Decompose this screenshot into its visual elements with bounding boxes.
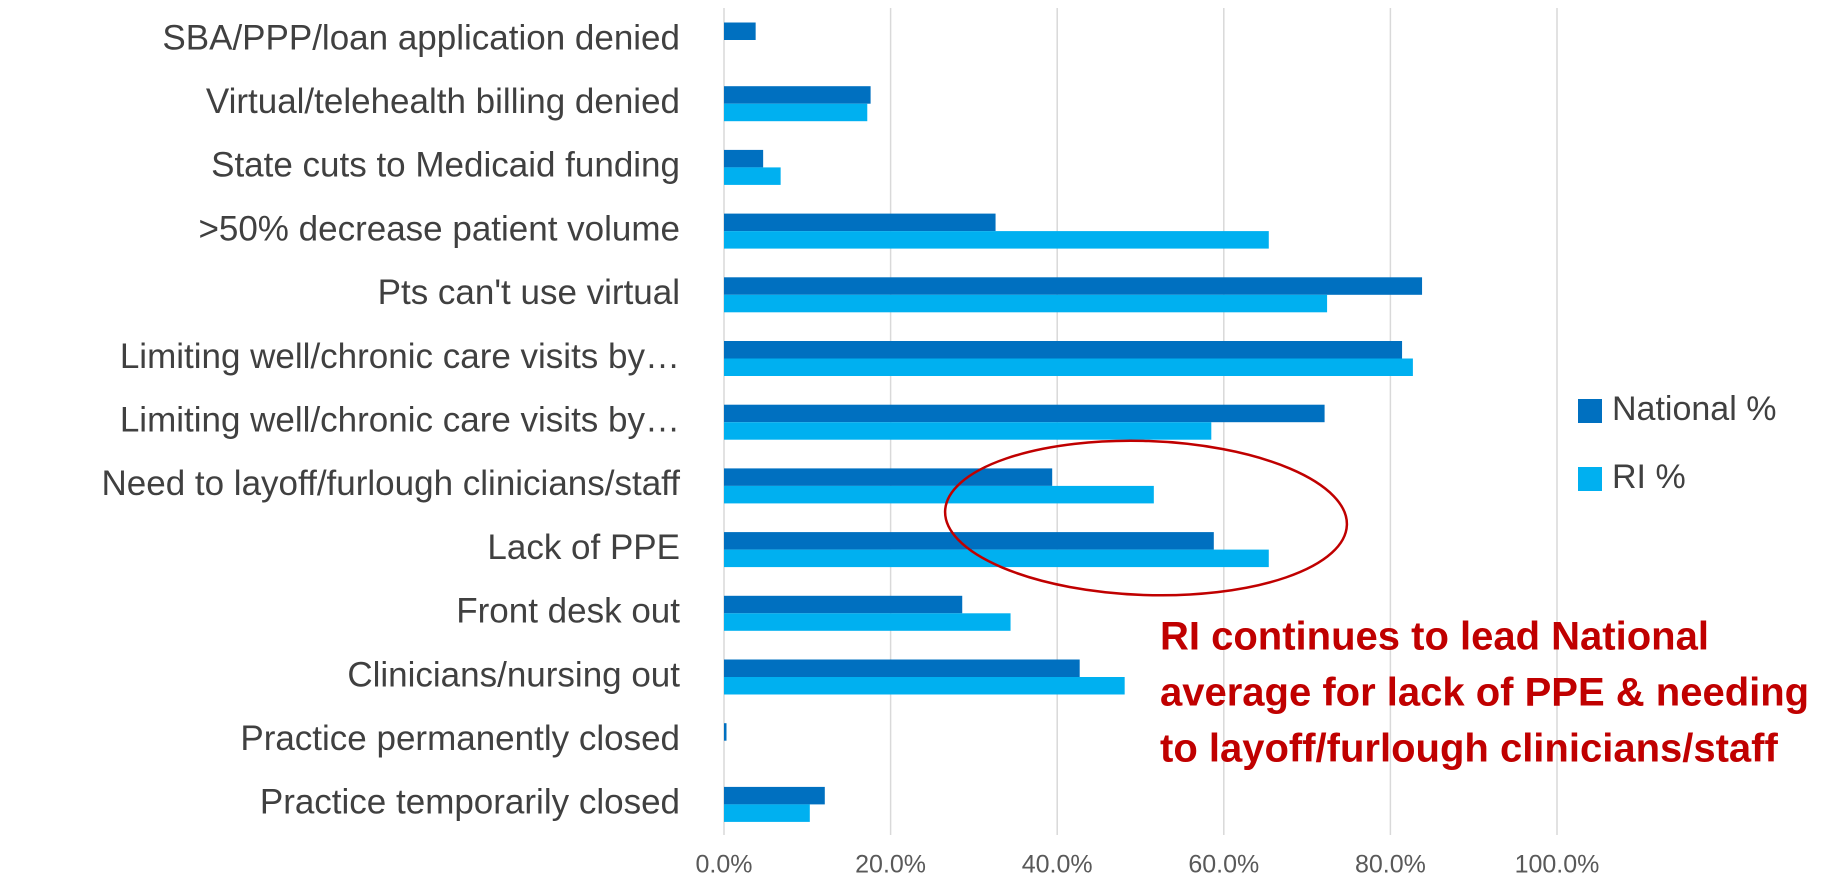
x-tick-label: 60.0% (1188, 851, 1259, 879)
annotation: RI continues to lead National (1160, 615, 1709, 659)
bar (724, 786, 825, 805)
bar (724, 277, 1423, 295)
y-tick-label: Front desk out (456, 592, 680, 631)
x-tick-label: 80.0% (1355, 851, 1426, 879)
bar (724, 549, 1269, 568)
y-tick-label: Virtual/telehealth billing denied (206, 82, 680, 121)
x-tick-label: 20.0% (855, 851, 926, 879)
bar (724, 86, 871, 104)
plot: 0.0% 20.0% 40.0% 60.0% 80.0% 100.0% SBA/PPP/lo… (102, 8, 1809, 879)
x-tick-label: 100.0% (1515, 851, 1600, 879)
bar (724, 485, 1154, 504)
annotation: to layoff/furlough clinicians/staff (1160, 727, 1778, 771)
y-tick-label: Practice temporarily closed (260, 783, 680, 822)
y-tick-label: Clinicians/nursing out (347, 655, 680, 694)
bar (724, 358, 1413, 376)
y-tick-label: Pts can't use virtual (378, 273, 680, 312)
bar (724, 294, 1328, 313)
bar (724, 532, 1214, 550)
y-tick-label: SBA/PPP/loan application denied (162, 18, 680, 57)
y-tick-label: Limiting well/chronic care visits by… (120, 400, 680, 439)
highlight-ellipse (943, 439, 1349, 597)
bar (724, 422, 1212, 440)
y-tick-label: Lack of PPE (487, 528, 680, 567)
bar (724, 804, 810, 822)
bar (724, 231, 1269, 249)
bar (724, 404, 1325, 423)
bar (724, 341, 1403, 359)
legend-swatch (1578, 467, 1602, 491)
bar (724, 595, 963, 614)
x-tick-label: 40.0% (1022, 851, 1093, 879)
x-tick-label: 0.0% (696, 851, 753, 879)
y-tick-label: Practice permanently closed (240, 719, 680, 758)
y-tick-label: State cuts to Medicaid funding (211, 146, 680, 185)
annotation: average for lack of PPE & needing (1160, 671, 1809, 715)
bar (724, 103, 868, 122)
legend-label: RI % (1612, 458, 1686, 496)
bar (724, 149, 764, 168)
legend-label: National % (1612, 390, 1776, 428)
bar (724, 22, 756, 40)
bar (724, 659, 1080, 677)
bar (724, 613, 1011, 631)
y-tick-label: Need to layoff/furlough clinicians/staff (102, 464, 681, 503)
bar (724, 213, 996, 232)
bar (724, 723, 727, 741)
bar (724, 167, 781, 185)
bar (724, 677, 1125, 695)
y-tick-label: Limiting well/chronic care visits by… (120, 337, 680, 376)
bar (724, 468, 1053, 486)
legend-swatch (1578, 399, 1602, 423)
y-tick-label: >50% decrease patient volume (198, 209, 680, 248)
